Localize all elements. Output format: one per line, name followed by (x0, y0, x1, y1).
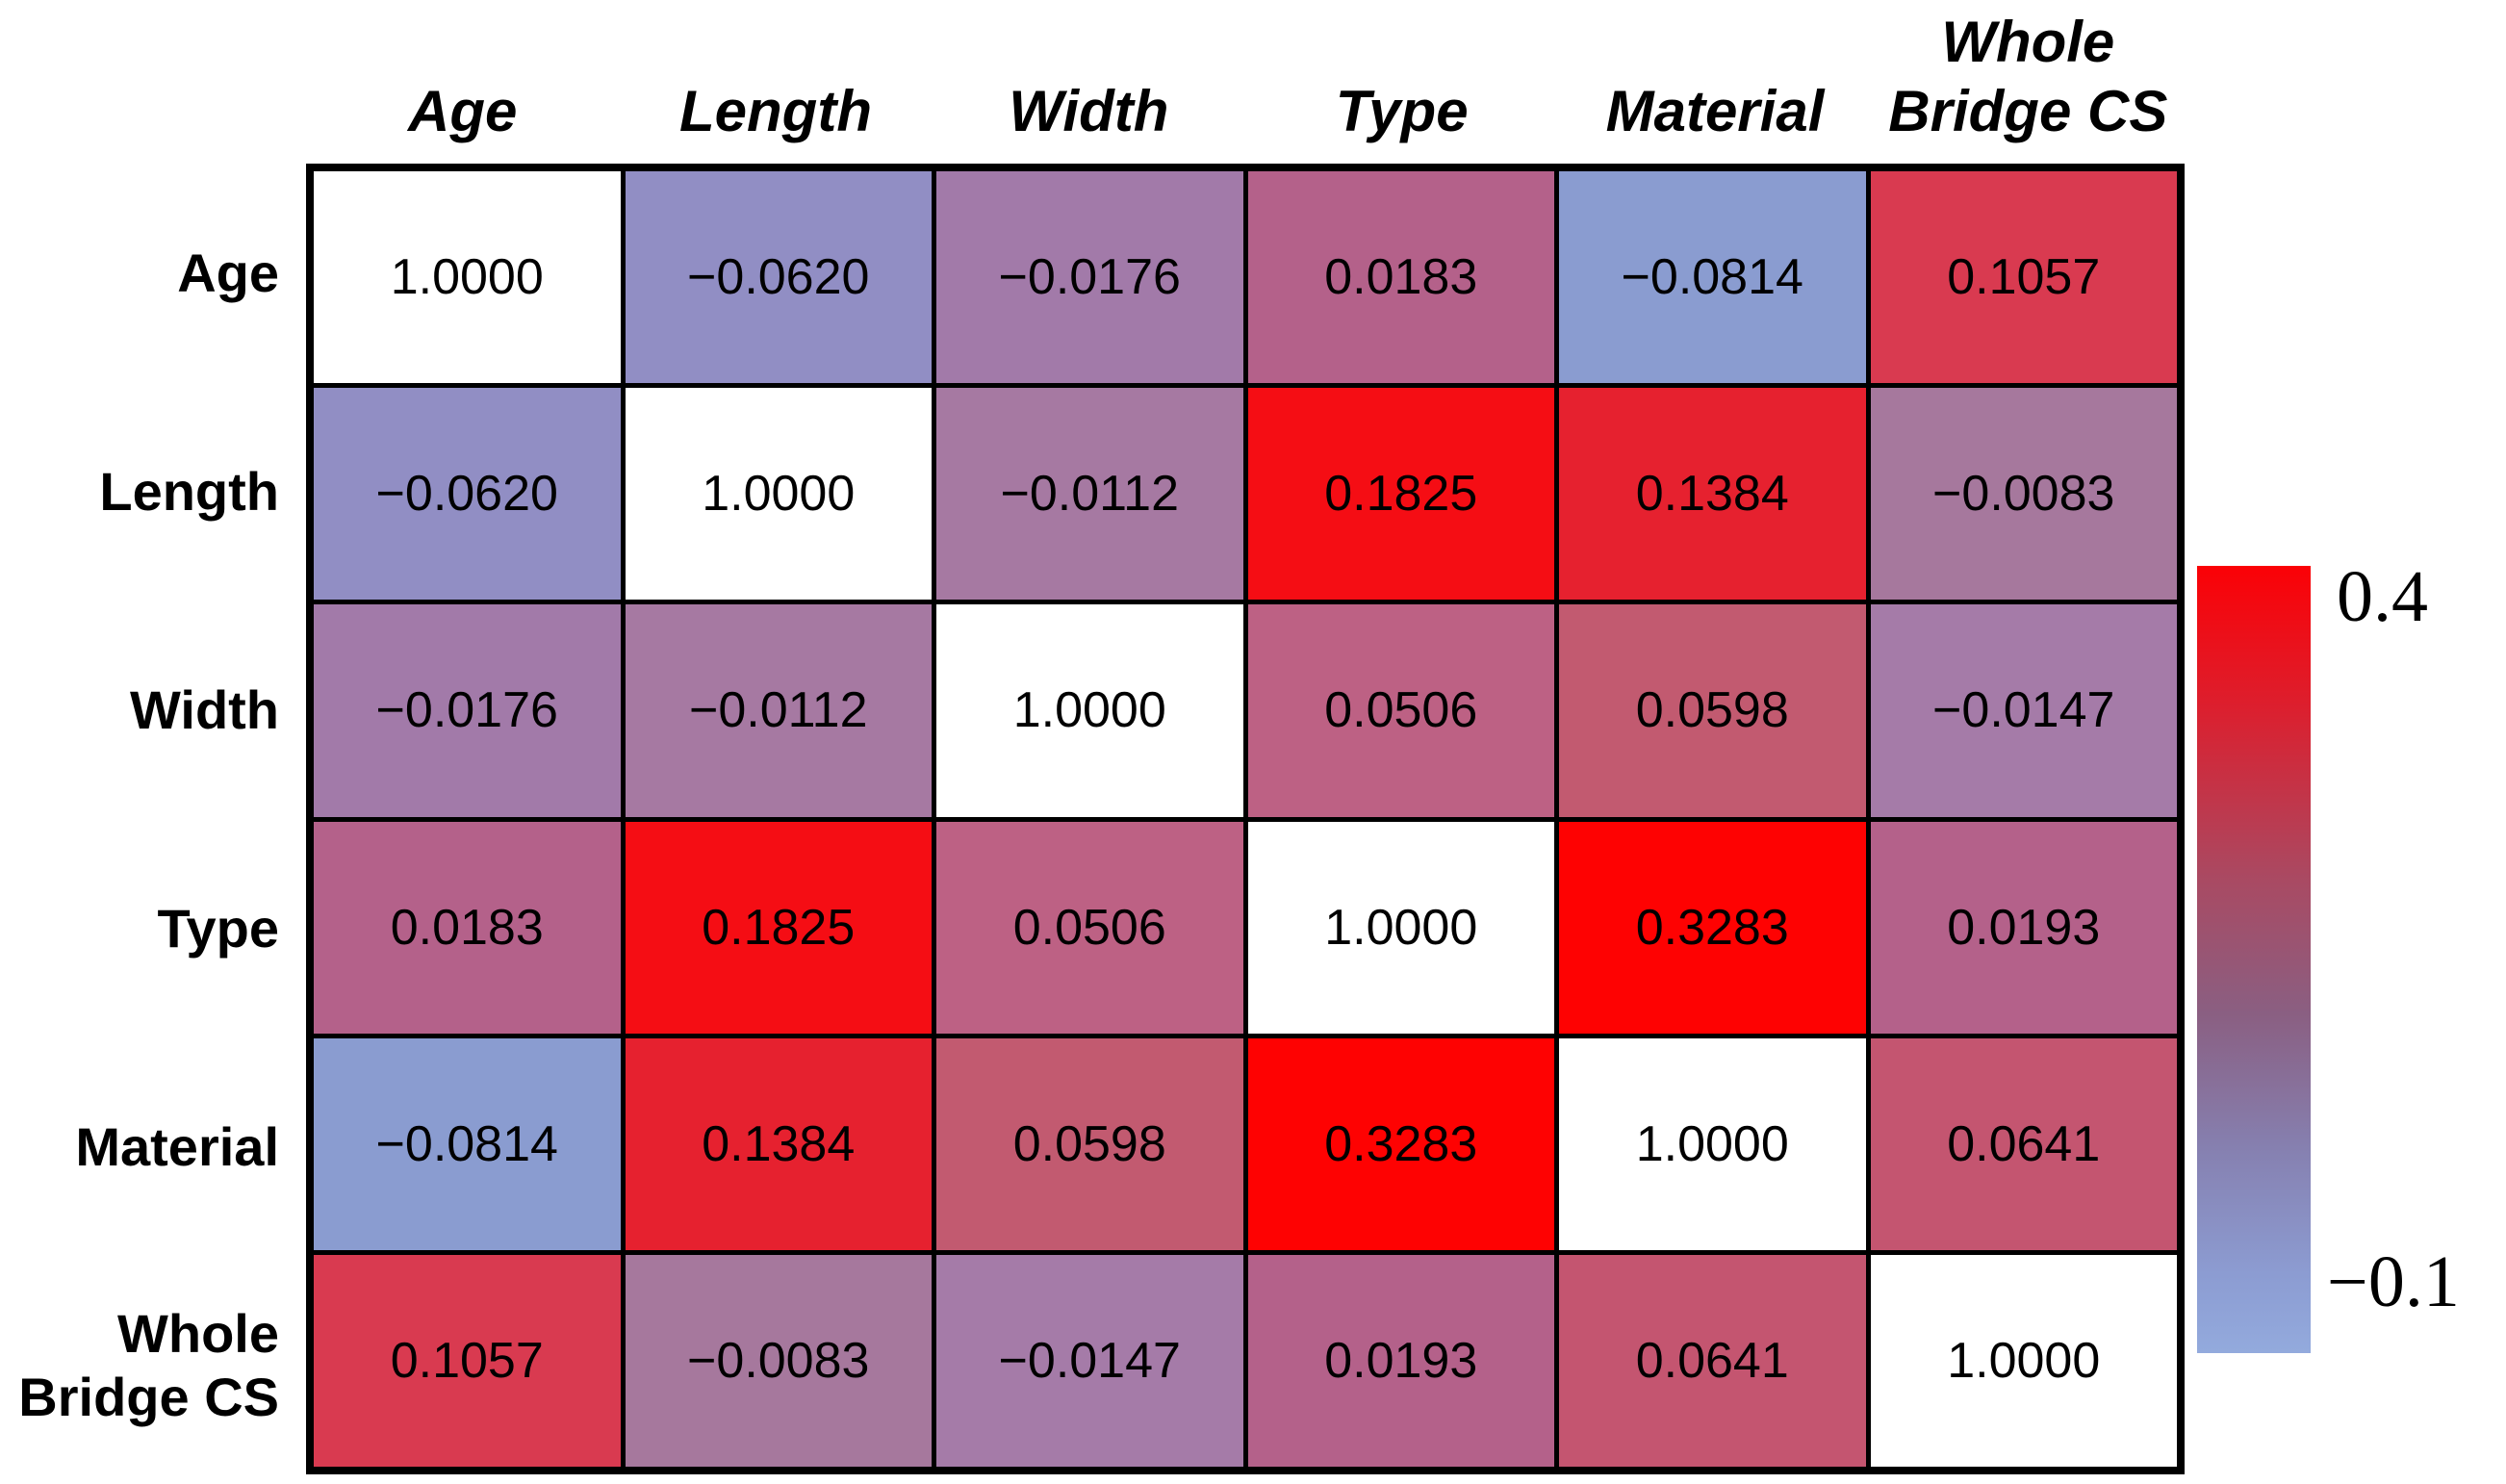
column-header: Type (1335, 79, 1469, 143)
matrix-cell: 1.0000 (314, 171, 621, 384)
matrix-cell: 0.0183 (314, 821, 621, 1034)
matrix-cell: 0.0506 (1247, 604, 1554, 817)
matrix-cell: 0.0506 (936, 821, 1243, 1034)
matrix-cell: 1.0000 (1559, 1037, 1866, 1250)
row-header: Length (99, 460, 279, 522)
column-header: Length (679, 79, 872, 143)
column-header: Whole Bridge CS (1888, 10, 2168, 143)
matrix-cell: −0.0112 (625, 604, 932, 817)
row-header: Material (75, 1115, 279, 1177)
matrix-cell: −0.0083 (625, 1254, 932, 1467)
colorbar-gradient (2197, 566, 2311, 1353)
matrix-cell: −0.0147 (1870, 604, 2177, 817)
matrix-cell: −0.0112 (936, 388, 1243, 601)
matrix-cell: 1.0000 (1247, 821, 1554, 1034)
column-header: Material (1605, 79, 1825, 143)
row-headers: Age Length Width Type Material Whole Bridge C… (0, 164, 293, 1474)
matrix-cell: 1.0000 (625, 388, 932, 601)
matrix-cell: 0.3283 (1247, 1037, 1554, 1250)
matrix-cell: −0.0814 (1559, 171, 1866, 384)
matrix-cell: −0.0083 (1870, 388, 2177, 601)
matrix-cell: 0.0641 (1870, 1037, 2177, 1250)
matrix-cell: −0.0176 (314, 604, 621, 817)
matrix-cell: 0.1825 (625, 821, 932, 1034)
row-header: Type (157, 897, 279, 959)
matrix-cell: 0.0193 (1247, 1254, 1554, 1467)
colorbar-max-label: 0.4 (2337, 556, 2428, 637)
heatmap-grid: 1.0000 −0.0620 −0.0176 0.0183 −0.0814 0.1057−… (306, 164, 2185, 1474)
matrix-cell: 0.0598 (936, 1037, 1243, 1250)
matrix-cell: 0.1384 (1559, 388, 1866, 601)
matrix-cell: 0.1825 (1247, 388, 1554, 601)
row-header: Width (130, 678, 279, 740)
matrix-cell: 0.1384 (625, 1037, 932, 1250)
colorbar-min-label: −0.1 (2327, 1241, 2460, 1322)
column-header: Width (1009, 79, 1169, 143)
row-header: Whole Bridge CS (18, 1302, 279, 1427)
matrix-cell: 0.3283 (1559, 821, 1866, 1034)
matrix-cell: 0.0183 (1247, 171, 1554, 384)
column-headers: Age Length Width Type Material Whole Bridge C… (306, 0, 2185, 156)
matrix-cell: 0.0598 (1559, 604, 1866, 817)
matrix-cell: 0.1057 (1870, 171, 2177, 384)
matrix-cell: −0.0814 (314, 1037, 621, 1250)
matrix-cell: −0.0620 (314, 388, 621, 601)
column-header: Age (407, 79, 518, 143)
row-header: Age (177, 242, 279, 303)
matrix-cell: 0.0193 (1870, 821, 2177, 1034)
matrix-cell: 0.1057 (314, 1254, 621, 1467)
matrix-cell: 1.0000 (936, 604, 1243, 817)
matrix-cell: −0.0620 (625, 171, 932, 384)
matrix-cell: −0.0176 (936, 171, 1243, 384)
matrix-cell: 0.0641 (1559, 1254, 1866, 1467)
matrix-cell: 1.0000 (1870, 1254, 2177, 1467)
matrix-cell: −0.0147 (936, 1254, 1243, 1467)
